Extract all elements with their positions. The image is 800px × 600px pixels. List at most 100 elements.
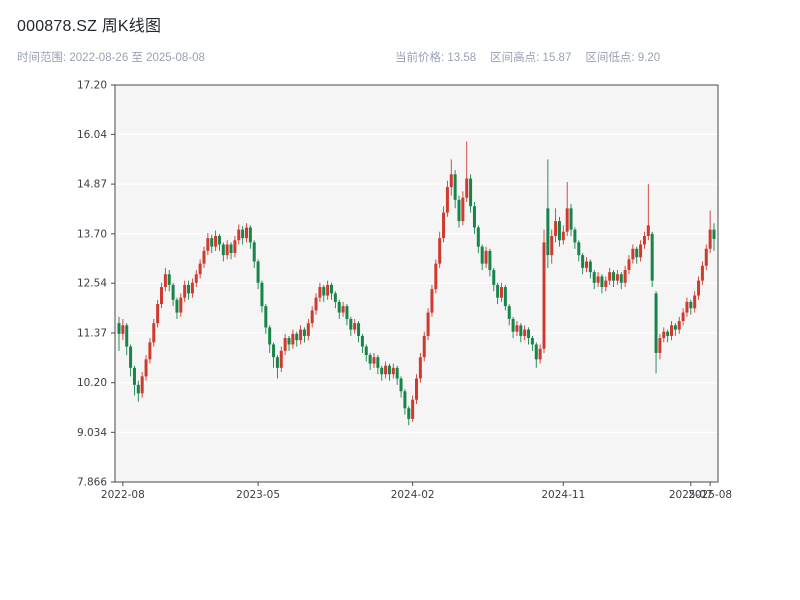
candle-body-down	[488, 250, 492, 271]
candle-body-up	[430, 289, 434, 313]
candle-body-down	[592, 272, 596, 283]
candle-body-down	[569, 208, 573, 230]
candle-body-down	[476, 227, 480, 247]
candle-body-down	[368, 355, 372, 364]
candle-body-down	[407, 408, 411, 419]
candle-body-up	[523, 329, 527, 336]
y-tick-label: 11.37	[77, 327, 107, 339]
candle-body-up	[237, 229, 241, 241]
candle-body-up	[415, 378, 418, 400]
x-tick-label: 2024-11	[541, 489, 585, 501]
candle-body-up	[685, 301, 689, 313]
candle-body-down	[534, 344, 538, 360]
candle-body-down	[496, 284, 500, 298]
candle-body-up	[642, 235, 646, 245]
candle-body-down	[268, 327, 272, 345]
plot-frame	[114, 84, 719, 483]
candle-body-up	[411, 399, 415, 419]
page-title: 000878.SZ 周K线图	[17, 18, 162, 35]
candle-body-down	[287, 338, 291, 345]
candle-body-up	[662, 331, 666, 339]
y-tick-label: 12.54	[77, 278, 107, 290]
candle-body-up	[198, 263, 202, 275]
x-tick-label: 2023-05	[236, 489, 280, 501]
candle-body-down	[712, 229, 716, 239]
candle-body-down	[581, 255, 585, 268]
y-tick-label: 7.866	[77, 477, 107, 489]
candle-body-up	[233, 240, 237, 254]
candle-body-up	[341, 306, 345, 313]
candle-body-up	[623, 270, 627, 283]
candle-body-down	[256, 261, 260, 283]
candle-body-down	[650, 233, 654, 281]
candle-body-up	[148, 342, 152, 360]
candle-body-down	[117, 323, 121, 334]
candle-body-down	[403, 391, 407, 409]
x-tick-label: 2025-07	[669, 489, 713, 501]
candle-body-up	[445, 187, 449, 213]
candle-body-down	[349, 318, 353, 330]
stats-row: 当前价格: 13.58 区间高点: 15.87 区间低点: 9.20	[395, 49, 660, 65]
candle-body-up	[384, 365, 388, 375]
candle-body-up	[353, 323, 357, 330]
x-tick-label: 2024-02	[391, 489, 435, 501]
candle-body-down	[588, 261, 592, 273]
candle-body-down	[217, 235, 221, 245]
candle-body-up	[314, 297, 318, 311]
candle-body-up	[291, 333, 295, 345]
candle-body-up	[608, 272, 612, 281]
candle-body-up	[283, 338, 287, 351]
candle-body-down	[472, 206, 476, 228]
candle-body-down	[480, 246, 484, 264]
candle-body-up	[681, 312, 685, 322]
candle-body-down	[492, 270, 496, 285]
candle-body-down	[530, 338, 534, 345]
y-tick-label: 16.04	[77, 129, 107, 141]
candle-body-down	[295, 333, 299, 341]
candle-body-down	[333, 293, 337, 302]
candle-body-up	[140, 376, 144, 394]
candle-body-down	[171, 284, 175, 300]
candle-body-up	[326, 284, 330, 296]
candle-body-up	[604, 280, 608, 288]
candle-body-down	[573, 229, 577, 243]
candle-body-down	[689, 301, 693, 309]
candle-body-up	[163, 274, 167, 288]
candle-body-up	[225, 244, 229, 256]
candle-body-up	[144, 359, 148, 377]
y-tick-label: 10.20	[77, 377, 107, 389]
candle-body-down	[167, 274, 171, 285]
candle-body-down	[260, 282, 264, 307]
candle-body-down	[619, 274, 623, 283]
y-tick-label: 17.20	[77, 80, 107, 92]
candle-body-down	[241, 229, 245, 239]
candle-body-up	[561, 231, 565, 241]
candle-body-up	[156, 304, 160, 324]
candle-body-up	[418, 357, 422, 379]
candle-body-down	[577, 242, 581, 256]
candle-body-up	[310, 310, 314, 324]
candle-body-up	[515, 325, 519, 332]
y-tick-label: 13.70	[77, 228, 107, 240]
candle-body-up	[426, 312, 430, 336]
range-high-label: 区间高点: 15.87	[490, 52, 572, 64]
candle-body-down	[519, 325, 523, 336]
candle-body-up	[160, 287, 163, 305]
candle-body-down	[125, 325, 129, 347]
candle-body-up	[704, 248, 708, 266]
candle-body-down	[666, 331, 670, 336]
candle-body-down	[557, 221, 561, 241]
subtitle-row: 时间范围: 2022-08-26 至 2025-08-08 当前价格: 13.5…	[0, 49, 800, 65]
candle-body-down	[264, 306, 268, 328]
candle-body-up	[442, 212, 446, 239]
candle-body-up	[646, 225, 650, 236]
candle-body-down	[221, 244, 225, 256]
candle-body-down	[129, 346, 133, 368]
candle-body-down	[395, 367, 399, 379]
candle-body-down	[376, 357, 380, 368]
candle-body-up	[658, 338, 662, 353]
candle-body-up	[585, 261, 588, 268]
candle-body-up	[202, 250, 206, 264]
current-price-label: 当前价格: 13.58	[395, 52, 477, 64]
candle-body-down	[330, 284, 333, 294]
